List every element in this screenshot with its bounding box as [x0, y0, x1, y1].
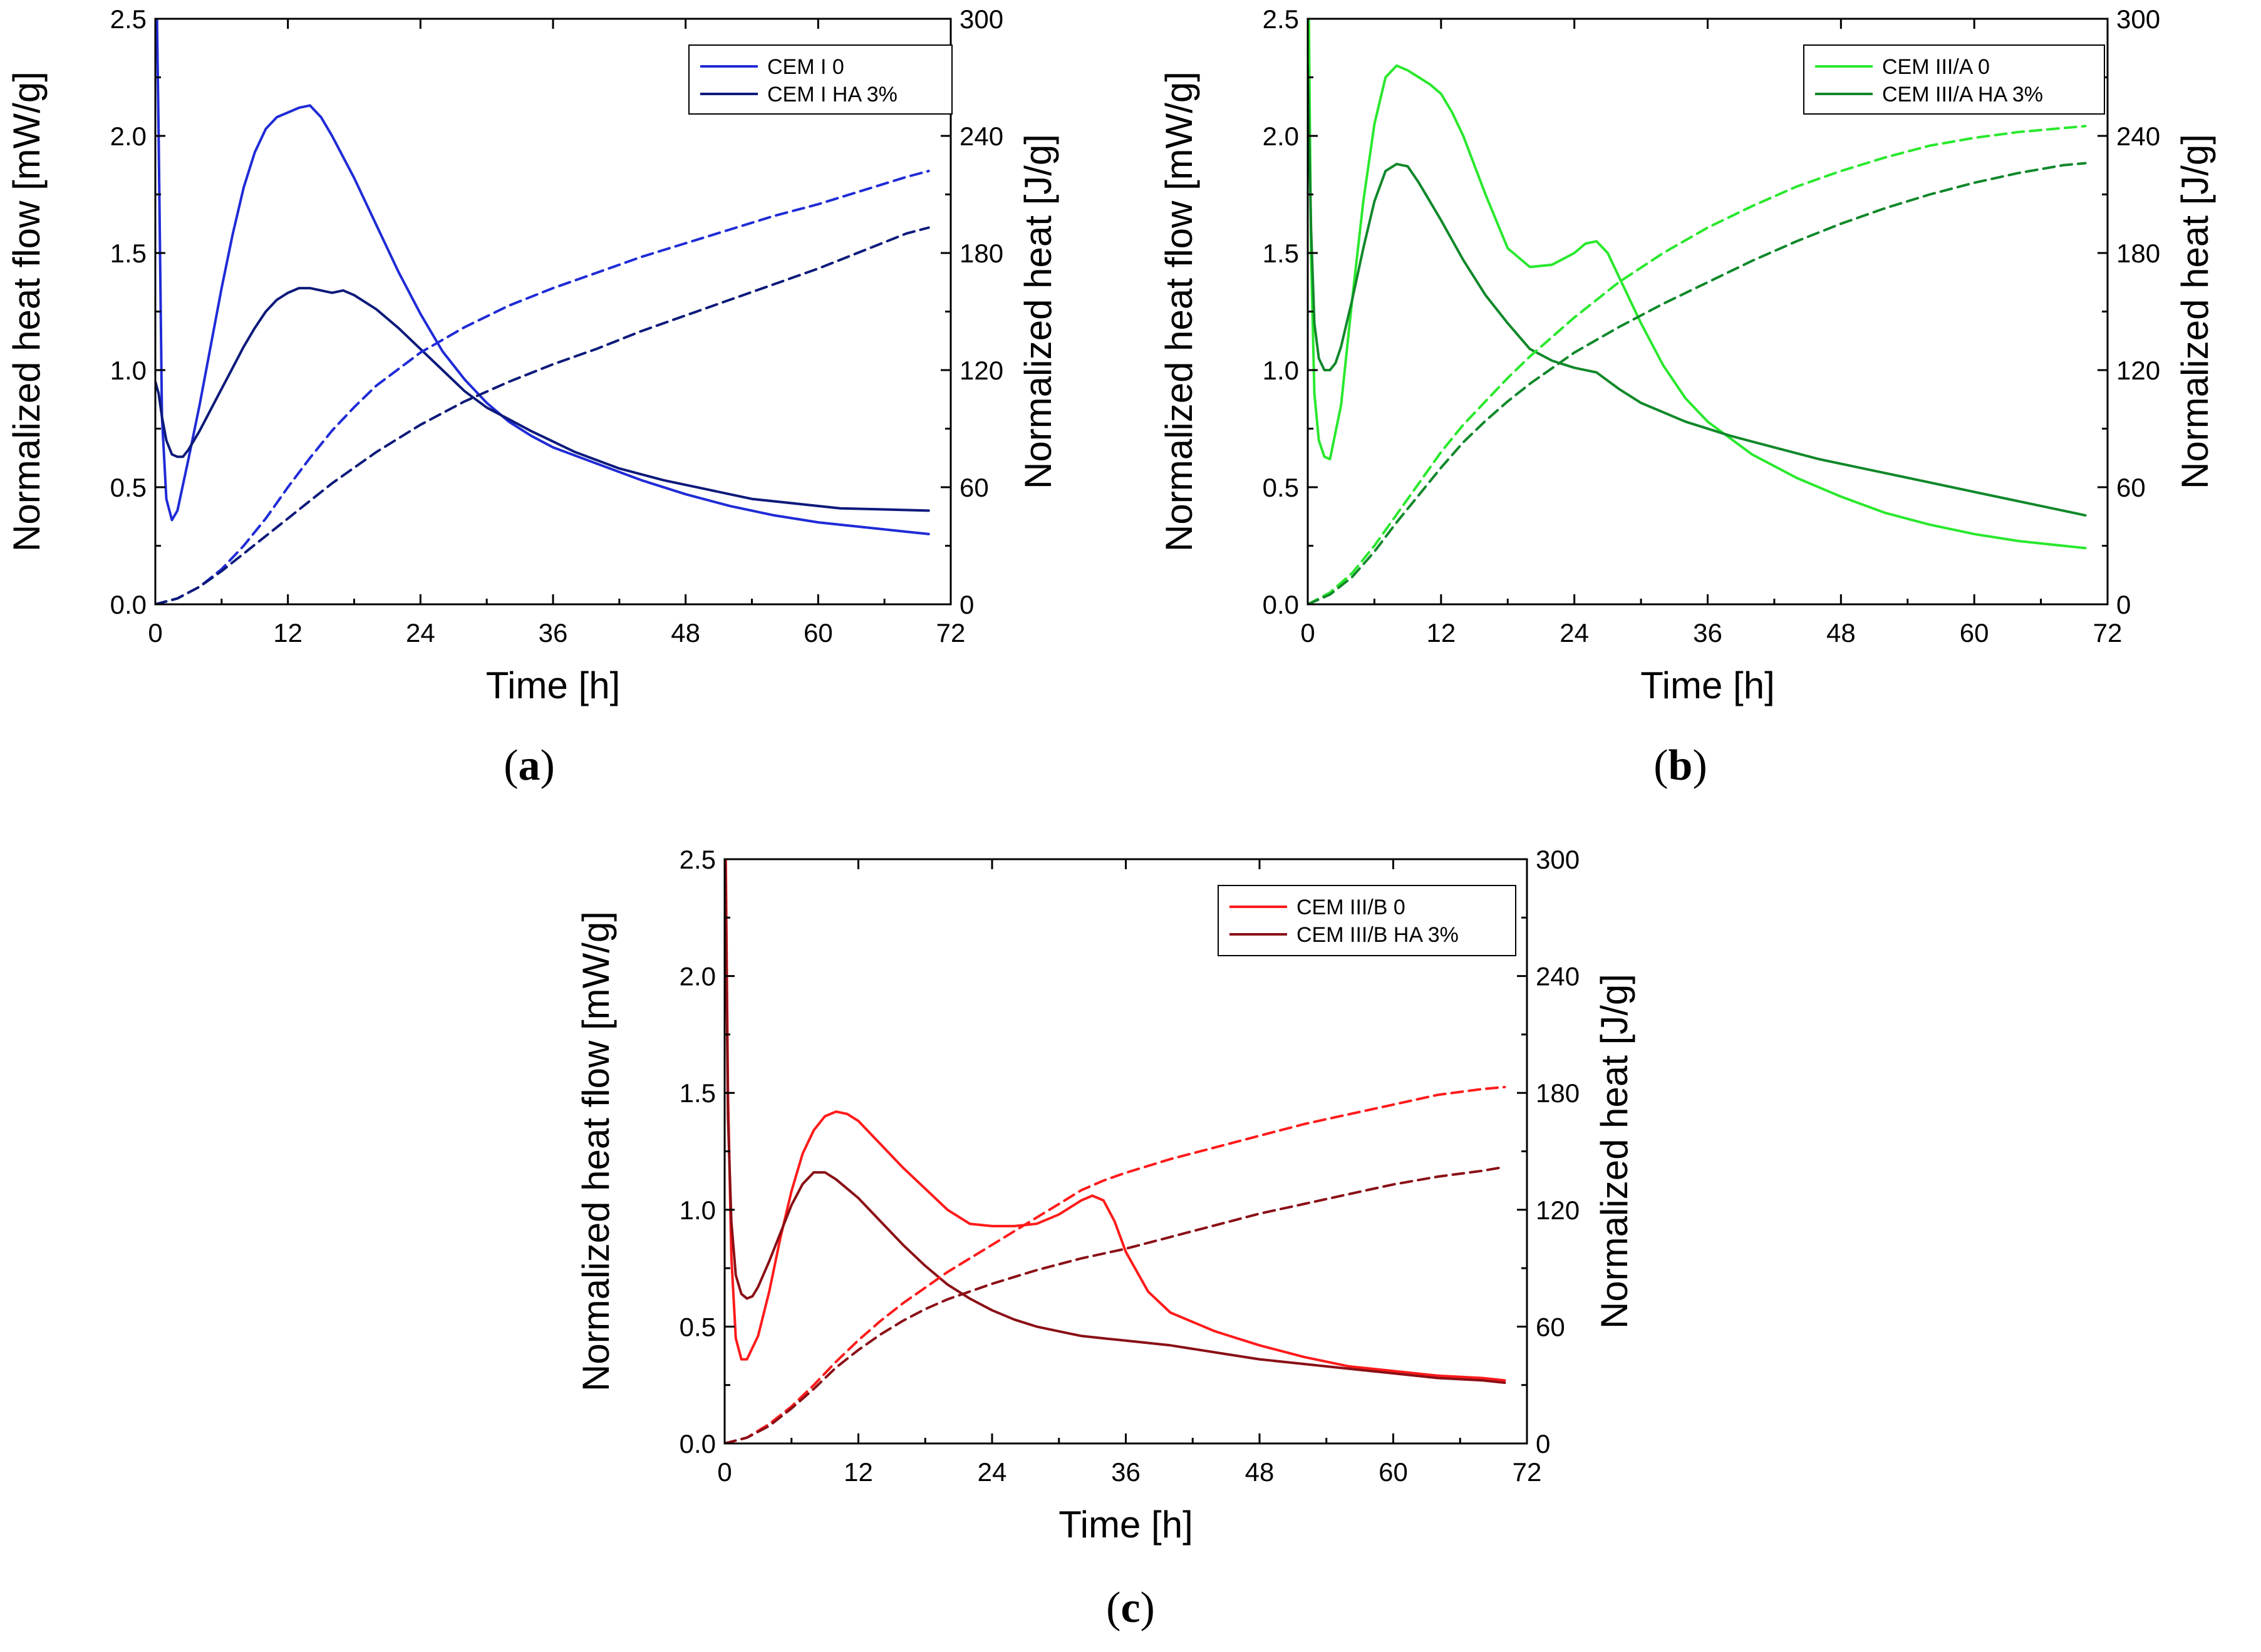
y-right-tick-label: 180 — [2116, 239, 2160, 268]
x-tick-label: 0 — [1300, 618, 1315, 648]
y-left-tick-label: 1.0 — [680, 1195, 716, 1225]
x-tick-label: 0 — [148, 618, 162, 648]
x-axis-label: Time [h] — [486, 664, 620, 706]
x-tick-label: 48 — [1826, 618, 1856, 648]
panel-label: (b) — [1653, 741, 1707, 790]
y-right-tick-label: 180 — [1536, 1078, 1580, 1108]
x-tick-label: 72 — [2093, 618, 2123, 648]
y-right-tick-label: 120 — [2116, 356, 2160, 385]
y-left-tick-label: 0.0 — [680, 1429, 716, 1458]
legend-entry: CEM III/A 0 — [1882, 55, 1990, 79]
chart-panel-a: 0 12 24 36 48 60 72 0.0 0.5 1.0 1.5 2.0 2.5 0 60 120 180… — [6, 4, 1059, 790]
legend-entry: CEM I 0 — [767, 55, 844, 79]
x-axis-label: Time [h] — [1640, 664, 1774, 706]
y-right-tick-label: 120 — [1536, 1195, 1580, 1225]
series-line-2 — [1308, 64, 2087, 517]
y-right-tick-label: 60 — [960, 473, 989, 502]
series-line-3 — [725, 1085, 1506, 1443]
chart-panel-b: 0 12 24 36 48 60 72 0.0 0.5 1.0 1.5 2.0 2.5 0 60 120 180… — [1158, 4, 2216, 790]
chart-panel-c: 0 12 24 36 48 60 72 0.0 0.5 1.0 1.5 2.0 2.5 0 60 120 180… — [575, 845, 1635, 1632]
y-right-tick-label: 300 — [960, 4, 1003, 34]
series-line-4 — [155, 226, 930, 604]
y-left-tick-label: 2.5 — [110, 4, 147, 34]
series-line-2 — [725, 859, 1506, 1384]
y-right-axis-label: Normalized heat [J/g] — [1593, 974, 1635, 1329]
y-right-tick-label: 240 — [1536, 962, 1580, 991]
y-right-axis-label: Normalized heat [J/g] — [2174, 134, 2216, 489]
y-left-axis-label: Normalized heat flow [mW/g] — [1158, 71, 1200, 552]
y-right-tick-label: 60 — [1536, 1312, 1565, 1341]
y-left-tick-label: 1.5 — [680, 1078, 716, 1108]
y-left-tick-label: 0.5 — [680, 1312, 716, 1341]
series-line-1 — [1308, 19, 2087, 550]
y-right-tick-label: 300 — [1536, 845, 1580, 874]
legend-box — [688, 44, 953, 115]
y-left-tick-label: 2.0 — [680, 962, 716, 991]
x-tick-label: 36 — [1693, 618, 1722, 648]
x-axis-label: Time [h] — [1058, 1504, 1193, 1546]
legend-entry: CEM I HA 3% — [767, 83, 898, 106]
panel-label: (c) — [1106, 1584, 1155, 1632]
series-group — [725, 859, 1506, 1443]
x-tick-label: 0 — [717, 1457, 732, 1487]
legend-entry: CEM III/B 0 — [1296, 896, 1405, 919]
x-tick-label: 24 — [1560, 618, 1589, 648]
series-line-4 — [1308, 162, 2087, 604]
y-right-tick-label: 300 — [2116, 4, 2160, 34]
y-left-tick-label: 2.5 — [680, 845, 716, 874]
y-right-tick-label: 240 — [960, 121, 1003, 151]
x-tick-label: 72 — [1513, 1457, 1542, 1487]
y-left-tick-label: 1.0 — [110, 356, 147, 385]
legend-box — [1218, 885, 1516, 956]
x-tick-label: 36 — [1111, 1457, 1141, 1487]
y-right-tick-label: 180 — [960, 239, 1003, 268]
series-line-1 — [725, 859, 1506, 1382]
x-tick-label: 12 — [844, 1457, 873, 1487]
y-left-tick-label: 0.0 — [110, 590, 147, 619]
legend-entry: CEM III/A HA 3% — [1882, 83, 2043, 106]
x-tick-label: 12 — [273, 618, 303, 648]
y-right-tick-label: 0 — [2116, 590, 2131, 619]
y-left-tick-label: 1.5 — [1263, 239, 1299, 268]
x-tick-label: 24 — [406, 618, 435, 648]
x-tick-label: 24 — [978, 1457, 1007, 1487]
series-line-4 — [725, 1165, 1506, 1443]
x-tick-label: 48 — [1245, 1457, 1275, 1487]
y-left-tick-label: 0.5 — [110, 473, 147, 502]
y-right-tick-label: 60 — [2116, 473, 2146, 502]
series-group — [155, 19, 930, 604]
series-line-2 — [155, 287, 930, 512]
series-line-3 — [1308, 125, 2087, 604]
x-tick-label: 60 — [1960, 618, 1989, 648]
y-right-tick-label: 240 — [2116, 121, 2160, 151]
y-left-tick-label: 1.0 — [1263, 356, 1299, 385]
x-tick-label: 48 — [671, 618, 700, 648]
y-left-tick-label: 2.0 — [110, 121, 147, 151]
series-group — [1308, 19, 2087, 604]
legend-entry: CEM III/B HA 3% — [1296, 923, 1459, 947]
legend: CEM I 0 CEM I HA 3% — [688, 44, 953, 115]
legend: CEM III/B 0 CEM III/B HA 3% — [1218, 885, 1516, 956]
panel-label: (a) — [504, 741, 555, 790]
y-left-axis-label: Normalized heat flow [mW/g] — [6, 71, 48, 552]
legend: CEM III/A 0 CEM III/A HA 3% — [1803, 44, 2105, 115]
x-tick-label: 72 — [936, 618, 966, 648]
y-left-tick-label: 0.0 — [1263, 590, 1299, 619]
x-tick-label: 60 — [1379, 1457, 1408, 1487]
y-right-axis-label: Normalized heat [J/g] — [1017, 134, 1059, 489]
y-left-tick-label: 2.5 — [1263, 4, 1299, 34]
legend-box — [1803, 44, 2105, 115]
series-line-3 — [155, 170, 930, 604]
y-right-tick-label: 0 — [960, 590, 974, 619]
y-left-tick-label: 2.0 — [1263, 121, 1299, 151]
x-tick-label: 36 — [539, 618, 568, 648]
y-left-tick-label: 1.5 — [110, 239, 147, 268]
y-left-axis-label: Normalized heat flow [mW/g] — [575, 911, 617, 1391]
y-right-tick-label: 120 — [960, 356, 1003, 385]
y-right-tick-label: 0 — [1536, 1429, 1550, 1458]
x-tick-label: 60 — [804, 618, 833, 648]
y-left-tick-label: 0.5 — [1263, 473, 1299, 502]
x-tick-label: 12 — [1426, 618, 1456, 648]
